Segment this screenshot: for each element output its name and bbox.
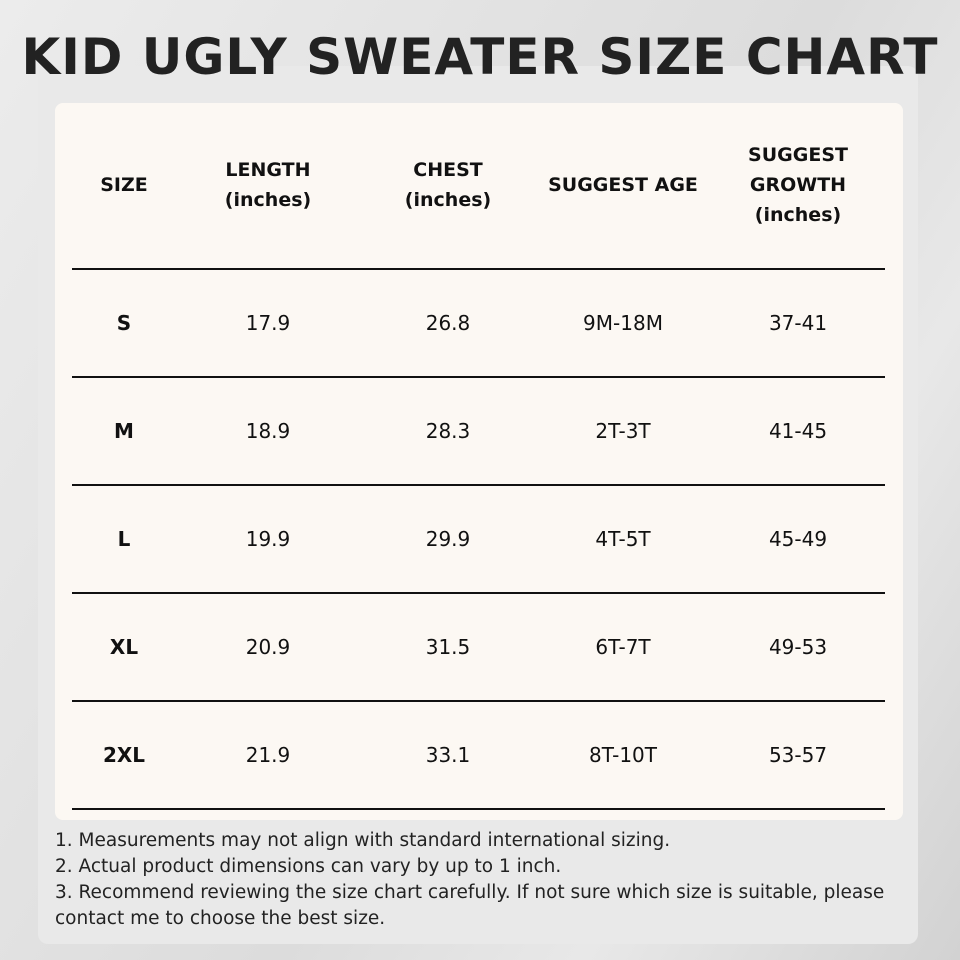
table-cell: 2T-3T: [595, 419, 651, 443]
title: KID UGLY SWEATER SIZE CHART: [21, 28, 939, 86]
table-cell: 9M-18M: [583, 311, 663, 335]
table-cell: L: [117, 527, 131, 551]
divider: [72, 376, 885, 378]
table-cell: 2XL: [102, 743, 146, 767]
table-cell: 20.9: [245, 635, 291, 659]
table-cell: 29.9: [425, 527, 471, 551]
header-cell: SUGGEST AGE: [548, 170, 698, 200]
header-cell: LENGTH (inches): [225, 155, 311, 215]
table-cell: 4T-5T: [595, 527, 651, 551]
header-cell: SUGGEST GROWTH (inches): [748, 140, 848, 230]
table-cell: XL: [109, 635, 139, 659]
header-line: (inches): [404, 189, 492, 211]
header-line: GROWTH: [749, 174, 847, 196]
note: 3. Recommend reviewing the size chart ca…: [55, 882, 885, 929]
table-cell: 8T-10T: [589, 743, 657, 767]
table-cell: 33.1: [425, 743, 471, 767]
notes: 1. Measurements may not align with stand…: [55, 828, 915, 932]
header-cell: SIZE: [100, 170, 148, 200]
header-line: SIZE: [100, 174, 148, 196]
table-cell: 41-45: [768, 419, 828, 443]
header-line: SUGGEST: [748, 144, 848, 166]
note: 2. Actual product dimensions can vary by…: [55, 856, 562, 877]
table-cell: 6T-7T: [595, 635, 651, 659]
note: 1. Measurements may not align with stand…: [55, 830, 671, 851]
divider: [72, 700, 885, 702]
table-cell: S: [116, 311, 132, 335]
header-line: (inches): [224, 189, 312, 211]
table-cell: 53-57: [768, 743, 828, 767]
table-cell: 19.9: [245, 527, 291, 551]
header-line: CHEST: [413, 159, 483, 181]
table-cell: 18.9: [245, 419, 291, 443]
table-cell: 37-41: [768, 311, 828, 335]
divider: [72, 268, 885, 270]
table-cell: 49-53: [768, 635, 828, 659]
table-cell: 17.9: [245, 311, 291, 335]
header-cell: CHEST (inches): [405, 155, 491, 215]
divider: [72, 808, 885, 810]
table-cell: 28.3: [425, 419, 471, 443]
table-cell: 21.9: [245, 743, 291, 767]
divider: [72, 592, 885, 594]
table-cell: 31.5: [425, 635, 471, 659]
table-cell: M: [114, 419, 134, 443]
divider: [72, 484, 885, 486]
table-cell: 26.8: [425, 311, 471, 335]
header-line: SUGGEST AGE: [548, 174, 698, 196]
table-cell: 45-49: [768, 527, 828, 551]
header-line: (inches): [754, 204, 842, 226]
header-line: LENGTH: [225, 159, 311, 181]
